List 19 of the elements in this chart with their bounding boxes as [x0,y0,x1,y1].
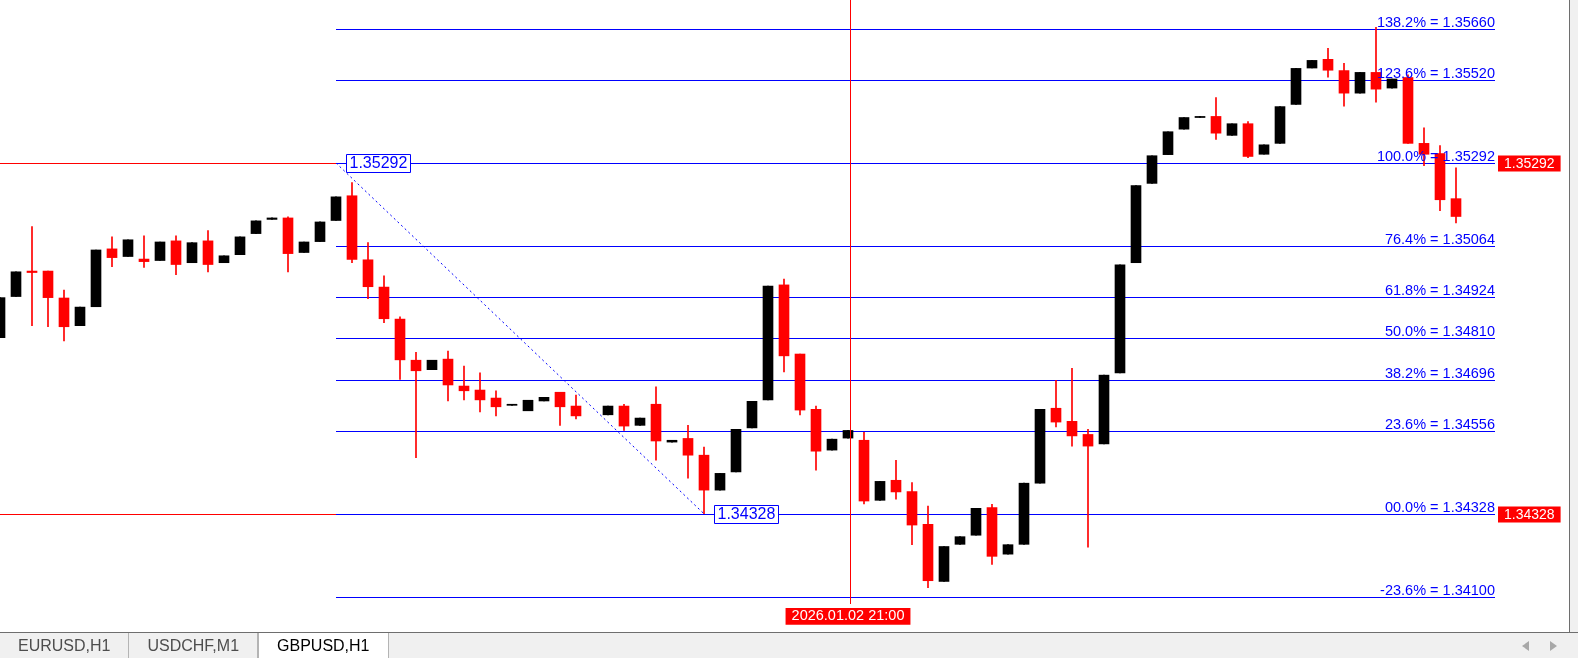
ref-line-label: 1.34328 [1504,505,1555,522]
ref-line-label: 38.2% = 1.34696 [1384,364,1495,381]
data-label: 1.35292 [349,154,408,172]
ref-line-label: 138.2% = 1.35660 [1376,13,1495,30]
tab: EURUSD,H1 [0,633,130,658]
data-label: 1.34328 [717,505,776,523]
candlestick [410,351,422,459]
ref-line-label: 1.35292 [1504,154,1555,171]
ref-line-label: 50.0% = 1.34810 [1384,322,1495,339]
tab: GBPUSD,H1 [258,633,389,658]
candlestick [1066,367,1078,447]
ref-line-label: -23.6% = 1.34100 [1380,581,1495,598]
ref-line-label: 123.6% = 1.35520 [1376,64,1495,81]
ref-line-label: 76.4% = 1.35064 [1384,230,1495,247]
ref-line-label: 00.0% = 1.34328 [1384,498,1495,515]
candlestick [1082,429,1094,548]
x-tick-label: 2026.01.02 21:00 [791,607,905,624]
ref-line-label: 61.8% = 1.34924 [1384,281,1495,298]
ref-line-label: 23.6% = 1.34556 [1384,415,1495,432]
